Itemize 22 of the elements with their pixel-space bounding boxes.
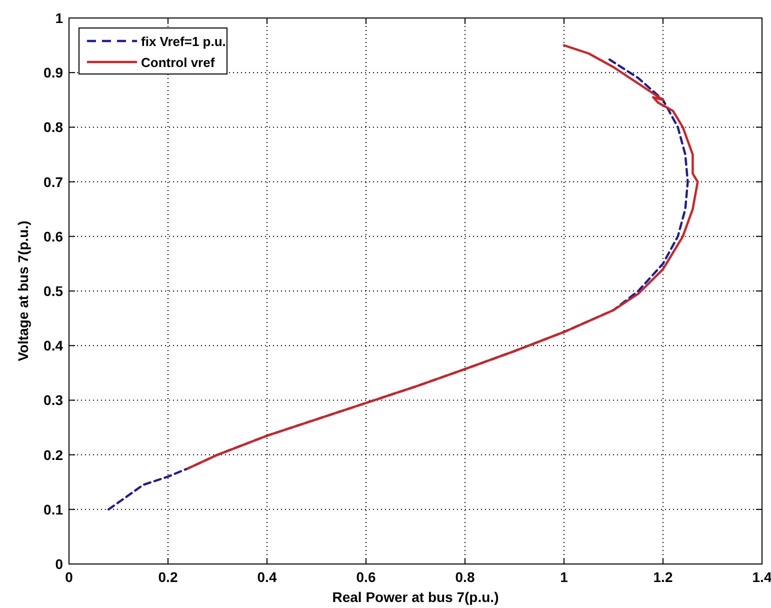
y-tick-label: 0.1 [44,501,64,518]
y-tick-label: 0.2 [44,446,64,463]
y-tick-label: 0.4 [44,338,64,354]
x-tick-label: 0.8 [455,569,475,585]
x-tick-label: 0.2 [158,569,178,585]
y-tick-label: 0 [55,556,64,572]
x-tick-label: 0 [65,569,74,585]
legend-label: fix Vref=1 p.u. [141,34,226,49]
y-tick-label: 0.9 [44,64,64,81]
y-tick-label: 0.7 [44,174,64,190]
y-axis-title: Voltage at bus 7(p.u.) [15,220,31,362]
x-axis-title: Real Power at bus 7(p.u.) [332,589,499,605]
x-tick-label: 1.2 [653,569,673,585]
x-tick-label: 0.6 [356,569,376,585]
y-tick-label: 0.8 [44,119,64,136]
y-tick-label: 0.5 [44,283,64,299]
y-tick-label: 1 [55,10,64,26]
x-tick-label: 0.4 [257,569,277,585]
legend-label: Control vref [141,55,216,70]
x-tick-label: 1 [560,569,568,585]
y-tick-label: 0.6 [44,228,64,244]
y-tick-label: 0.3 [44,392,64,408]
